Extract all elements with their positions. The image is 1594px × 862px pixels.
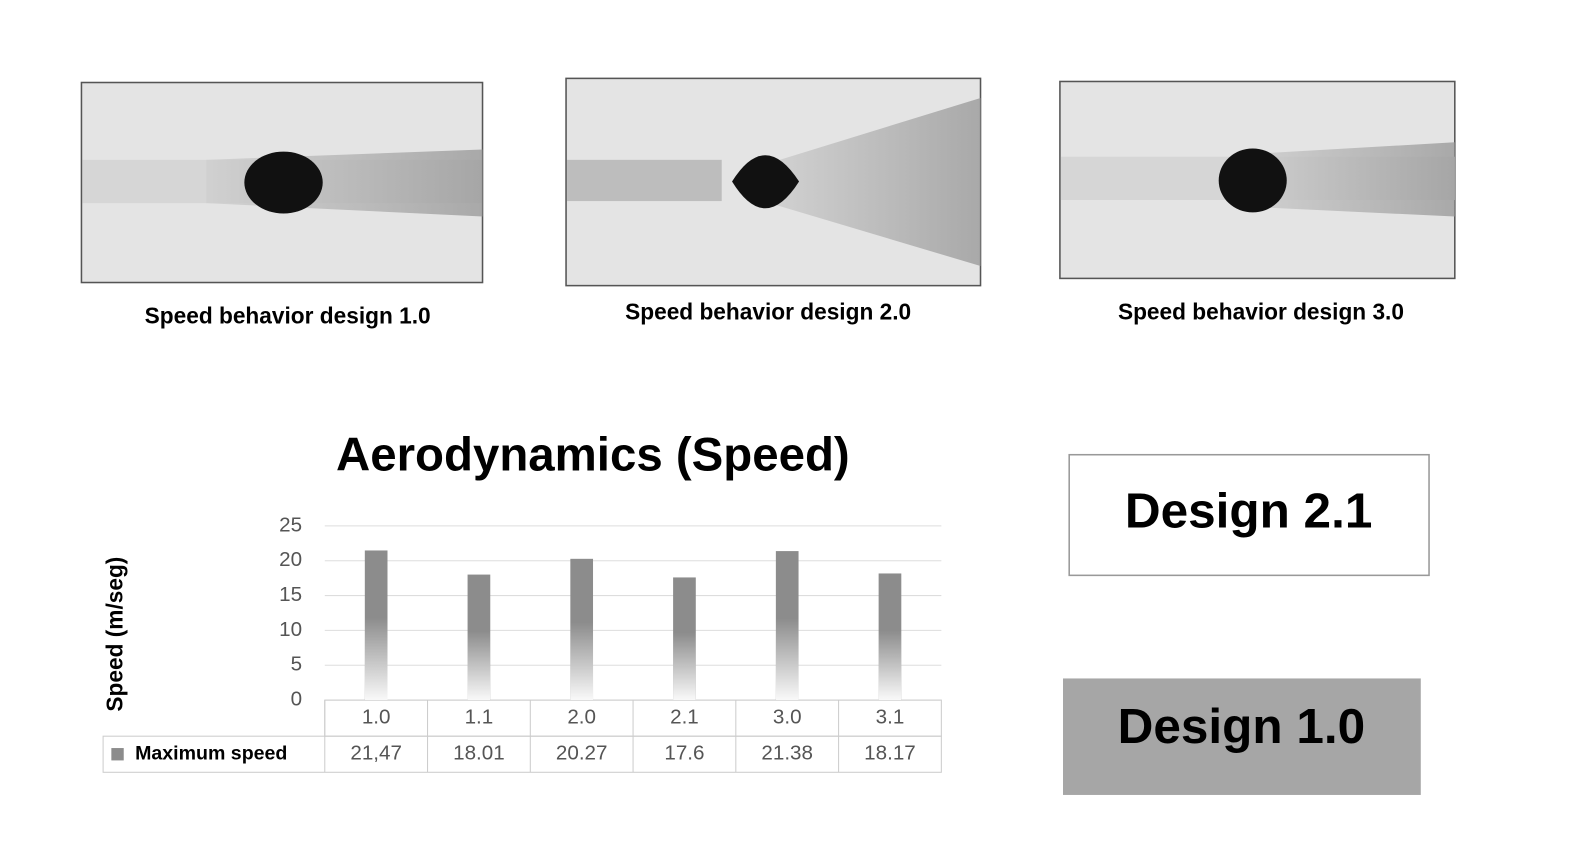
image-caption: Speed behavior design 1.0 [145,303,431,329]
simulation-image [1059,80,1456,280]
design-box-label: Design 2.1 [1125,484,1373,539]
design-box [1063,678,1421,795]
y-tick-label: 20 [279,548,302,571]
design-box-label: Design 1.0 [1118,699,1366,754]
table-border [102,735,942,773]
legend-label: Maximum speed [135,742,287,764]
bar-fade [467,574,491,701]
x-tick-label: 3.1 [876,706,905,729]
bar-fade [570,558,594,701]
bar-fade [673,577,696,701]
x-tick-label: 2.0 [567,706,596,729]
bar-fade [878,573,902,701]
chart-title: Aerodynamics (Speed) [336,428,850,481]
y-tick-label: 15 [279,583,302,606]
simulation-image [565,77,982,287]
x-tick-label: 1.0 [362,706,391,729]
table-value: 17.6 [664,742,704,765]
bar-fade [775,551,799,701]
design-box [1068,453,1430,577]
table-value: 18.01 [453,742,505,765]
y-tick-label: 5 [291,653,302,676]
y-tick-label: 10 [279,618,302,641]
table-value: 18.17 [864,742,916,765]
x-tick-label: 3.0 [773,706,802,729]
x-tick-label: 2.1 [670,706,699,729]
bar-fade [364,550,388,701]
y-tick-label: 25 [279,513,302,536]
table-value: 21,47 [350,742,402,765]
table-value: 20.27 [556,742,608,765]
legend-swatch [111,748,124,761]
simulation-image [80,81,484,284]
y-tick-label: 0 [291,688,302,711]
image-caption: Speed behavior design 3.0 [1118,298,1404,324]
x-tick-label: 1.1 [465,706,494,729]
image-caption: Speed behavior design 2.0 [625,298,911,324]
table-value: 21.38 [761,742,813,765]
y-axis-label: Speed (m/seg) [101,557,127,712]
